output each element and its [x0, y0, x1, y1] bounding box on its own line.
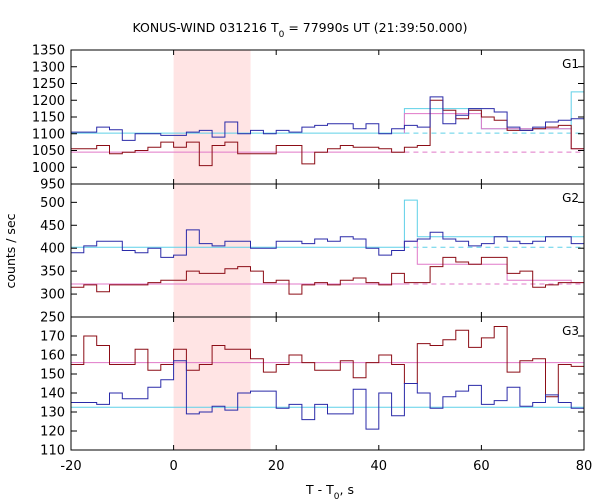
- shaded-interval: [173, 50, 251, 450]
- y-tick-label: 1300: [32, 60, 65, 75]
- plot-area: 95010001050110011501200125013001350G1250…: [32, 44, 593, 475]
- g1-red-series: [71, 69, 584, 167]
- y-tick-label: 1100: [32, 127, 65, 142]
- y-tick-label: 1150: [32, 111, 65, 126]
- y-tick-label: 110: [40, 444, 65, 459]
- y-tick-label: 1050: [32, 144, 65, 159]
- y-tick-label: 350: [40, 265, 65, 280]
- x-tick-label: 40: [371, 459, 388, 474]
- x-axis-label: T - T0, s: [305, 482, 354, 500]
- x-tick-label: 80: [576, 459, 593, 474]
- x-tick-label: 20: [268, 459, 285, 474]
- y-tick-label: 400: [40, 242, 65, 257]
- y-tick-label: 1200: [32, 94, 65, 109]
- y-tick-label: 130: [40, 406, 65, 421]
- y-axis-label: counts / sec: [3, 213, 18, 288]
- y-tick-label: 140: [40, 387, 65, 402]
- x-tick-label: 60: [473, 459, 490, 474]
- y-tick-label: 1000: [32, 161, 65, 176]
- y-tick-label: 150: [40, 368, 65, 383]
- y-tick-label: 450: [40, 219, 65, 234]
- panel-label: G3: [562, 324, 579, 338]
- y-tick-label: 160: [40, 349, 65, 364]
- y-tick-label: 120: [40, 425, 65, 440]
- panel-frame-g3: [70, 316, 585, 451]
- y-tick-label: 300: [40, 288, 65, 303]
- x-tick-label: -20: [60, 459, 81, 474]
- panel-label: G1: [562, 57, 579, 71]
- y-tick-label: 950: [40, 178, 65, 193]
- g2-red-series: [71, 256, 584, 295]
- y-tick-label: 1350: [32, 44, 65, 59]
- x-tick-label: 0: [169, 459, 177, 474]
- chart-title: KONUS-WIND 031216 T0 = 77990s UT (21:39:…: [132, 20, 467, 40]
- g3-red-series: [71, 326, 584, 398]
- g1-blue-series: [71, 86, 584, 141]
- y-tick-label: 1250: [32, 77, 65, 92]
- y-tick-label: 500: [40, 196, 65, 211]
- y-tick-label: 170: [40, 330, 65, 345]
- g2-blue-series: [71, 229, 584, 258]
- g3-blue-series: [71, 360, 584, 430]
- g2-pink-overlay: [403, 240, 584, 284]
- y-tick-label: 250: [40, 311, 65, 326]
- panel-label: G2: [562, 191, 579, 205]
